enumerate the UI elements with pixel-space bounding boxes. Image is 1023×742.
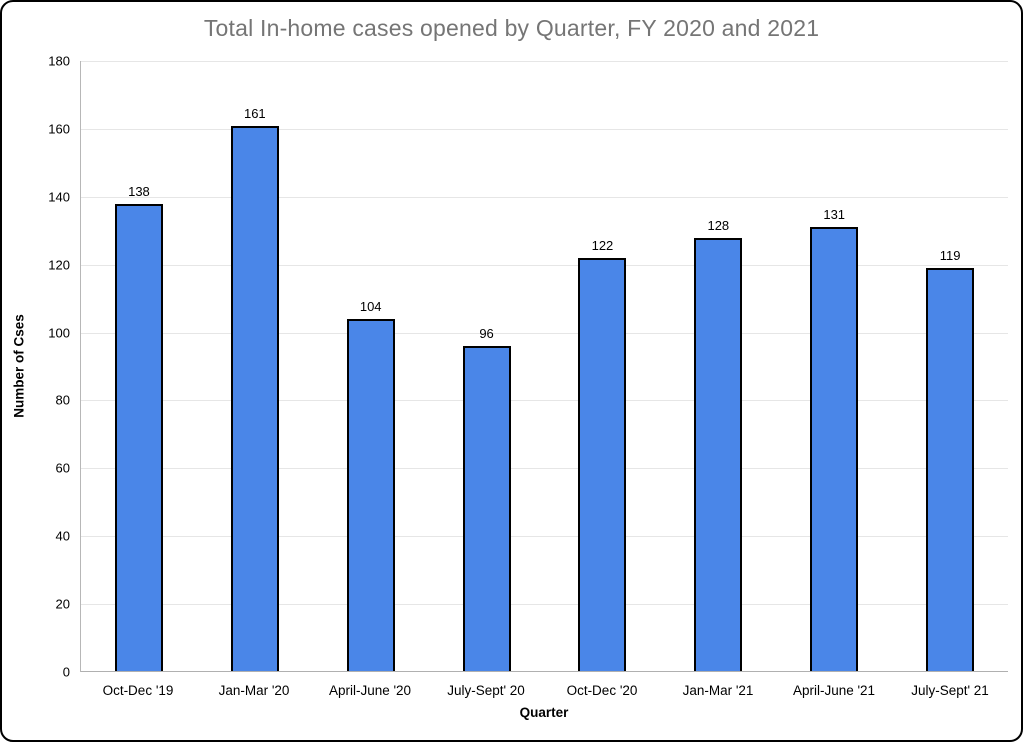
y-tick-label: 160 xyxy=(48,121,70,137)
y-tick-label: 120 xyxy=(48,257,70,273)
y-tick-label: 140 xyxy=(48,189,70,205)
y-tick-label: 40 xyxy=(55,528,70,544)
bar: 96 xyxy=(462,326,511,672)
bar: 122 xyxy=(578,238,627,672)
bar-value-label: 122 xyxy=(591,237,614,253)
bar: 104 xyxy=(346,299,395,672)
bar-category: 161 xyxy=(197,61,313,672)
bars-container: 138 161 104 96 122 128 131 119 xyxy=(81,61,1008,672)
x-tick-label: Jan-Mar '21 xyxy=(682,683,754,698)
bar-value-label: 119 xyxy=(939,248,961,264)
gridline xyxy=(81,468,1008,470)
gridline xyxy=(81,61,1008,62)
bar-category: 128 xyxy=(660,61,776,672)
bar: 161 xyxy=(230,106,279,672)
bar-value-label: 138 xyxy=(128,183,150,199)
y-tick-label: 180 xyxy=(48,53,70,69)
x-tick-label: Oct-Dec '19 xyxy=(102,683,174,698)
y-tick-label: 20 xyxy=(55,596,70,612)
gridline xyxy=(81,400,1008,402)
bar-category: 122 xyxy=(545,61,661,672)
gridline xyxy=(81,196,1008,198)
gridline xyxy=(81,128,1008,130)
x-axis-ticks: Oct-Dec '19 Jan-Mar '20 April-June '20 July… xyxy=(80,683,1008,698)
bar-value-label: 104 xyxy=(359,298,382,314)
y-tick-label: 0 xyxy=(62,664,70,680)
x-tick-label: July-Sept' 20 xyxy=(447,683,525,698)
bar-value-label: 161 xyxy=(243,105,266,121)
bar-value-label: 128 xyxy=(707,217,730,233)
y-tick-label: 100 xyxy=(48,325,70,341)
bar-category: 131 xyxy=(776,61,892,672)
bar-category: 119 xyxy=(892,61,1008,672)
x-tick-label: Oct-Dec '20 xyxy=(566,683,638,698)
gridline xyxy=(81,264,1008,266)
bar: 128 xyxy=(694,218,743,672)
gridline xyxy=(81,604,1008,606)
bar-category: 104 xyxy=(313,61,429,672)
y-tick-label: 80 xyxy=(55,392,70,408)
y-tick-label: 60 xyxy=(55,460,70,476)
x-tick-label: Jan-Mar '20 xyxy=(218,683,290,698)
bar: 138 xyxy=(114,184,163,672)
x-axis-baseline xyxy=(81,671,1008,672)
gridline xyxy=(81,536,1008,538)
bar-category: 96 xyxy=(429,61,545,672)
bar-value-label: 96 xyxy=(479,326,494,342)
x-tick-label: April-June '20 xyxy=(328,683,412,698)
chart-title: Total In-home cases opened by Quarter, F… xyxy=(203,15,820,41)
x-axis-title: Quarter xyxy=(519,705,569,720)
x-tick-label: April-June '21 xyxy=(792,683,876,698)
bar: 131 xyxy=(810,207,859,672)
x-tick-label: July-Sept' 21 xyxy=(911,683,989,698)
bar-value-label: 131 xyxy=(823,207,846,223)
bar: 119 xyxy=(926,248,975,672)
y-axis-ticks: 0 20 40 60 80 100 120 140 160 180 xyxy=(2,54,70,680)
plot-area: 138 161 104 96 122 128 131 119 xyxy=(80,61,1008,672)
gridline xyxy=(81,332,1008,334)
bar-category: 138 xyxy=(81,61,197,672)
